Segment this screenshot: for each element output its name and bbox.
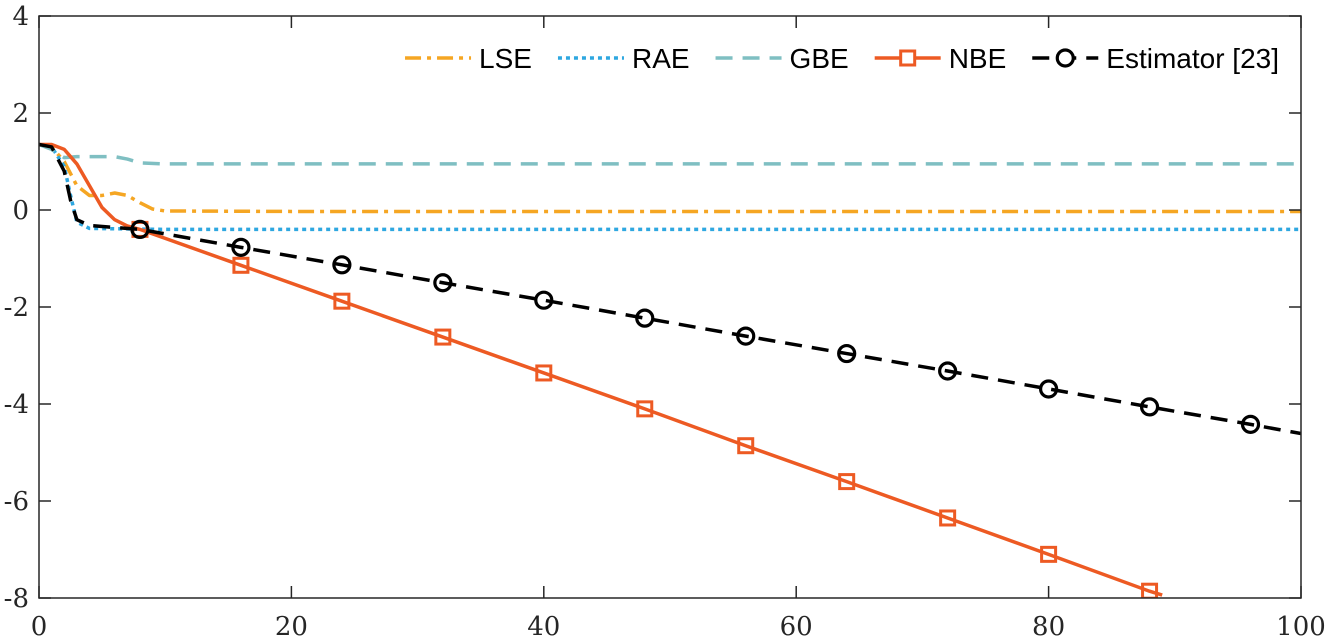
series-rae: [39, 142, 1301, 232]
series-line-nbe: [39, 142, 1163, 597]
marker-estimator-23: [534, 290, 554, 310]
series-lse: [39, 142, 1301, 214]
marker-estimator-23: [1240, 414, 1261, 434]
series-layer: [39, 142, 1301, 598]
series-gbe: [39, 142, 1301, 166]
series-line-rae: [39, 142, 1301, 232]
axes-box: [38, 15, 1302, 599]
series-line-gbe: [39, 142, 1301, 166]
legend-marker-nbe: [899, 49, 917, 67]
marker-nbe: [838, 473, 856, 491]
marker-estimator-23: [736, 326, 756, 346]
y-tick-label: -4: [4, 390, 29, 420]
legend-label-estimator-23: Estimator [23]: [1106, 43, 1279, 74]
y-tick-label: 2: [12, 99, 29, 129]
marker-estimator-23: [1038, 379, 1059, 399]
marker-nbe: [737, 437, 755, 455]
marker-estimator-23: [332, 255, 352, 275]
y-tick-label: 0: [12, 196, 29, 226]
marker-nbe: [1141, 582, 1159, 598]
series-estimator-23: [39, 142, 1301, 436]
marker-estimator-23: [938, 361, 958, 381]
marker-nbe: [333, 292, 351, 310]
y-tick-label: -8: [4, 584, 29, 614]
legend-label-rae: RAE: [632, 43, 690, 74]
series-nbe: [39, 142, 1163, 598]
marker-nbe: [939, 509, 957, 527]
x-tick-label: 40: [527, 612, 560, 642]
marker-nbe: [535, 364, 553, 382]
marker-estimator-23: [837, 343, 857, 364]
series-line-estimator-23: [39, 142, 1301, 436]
legend-label-nbe: NBE: [949, 43, 1007, 74]
marker-estimator-23: [1139, 397, 1160, 417]
x-tick-label: 100: [1276, 612, 1326, 642]
x-tick-label: 60: [780, 612, 813, 642]
marker-nbe: [232, 256, 250, 274]
y-tick-label: -6: [4, 487, 29, 517]
axes-layer: 0 20 40 60 80 100 -8 -6 -4 -2 0 2 4: [4, 2, 1326, 642]
marker-nbe: [434, 328, 452, 346]
marker-estimator-23: [231, 237, 251, 257]
x-tick-label: 0: [31, 612, 48, 642]
legend-marker-estimator-23: [1055, 48, 1075, 68]
legend-label-lse: LSE: [479, 43, 532, 74]
x-tick-label: 80: [1032, 612, 1065, 642]
y-tick-label: 4: [12, 2, 29, 32]
legend: LSE RAE GBE NBE Estimator [23]: [405, 43, 1279, 74]
y-tick-label: -2: [4, 293, 29, 323]
marker-nbe: [1040, 545, 1058, 563]
x-tick-label: 20: [275, 612, 308, 642]
marker-estimator-23: [433, 273, 453, 293]
marker-estimator-23: [635, 308, 655, 328]
series-line-lse: [39, 142, 1301, 214]
marker-nbe: [636, 400, 654, 418]
legend-label-gbe: GBE: [790, 43, 849, 74]
marker-estimator-23: [130, 219, 150, 239]
